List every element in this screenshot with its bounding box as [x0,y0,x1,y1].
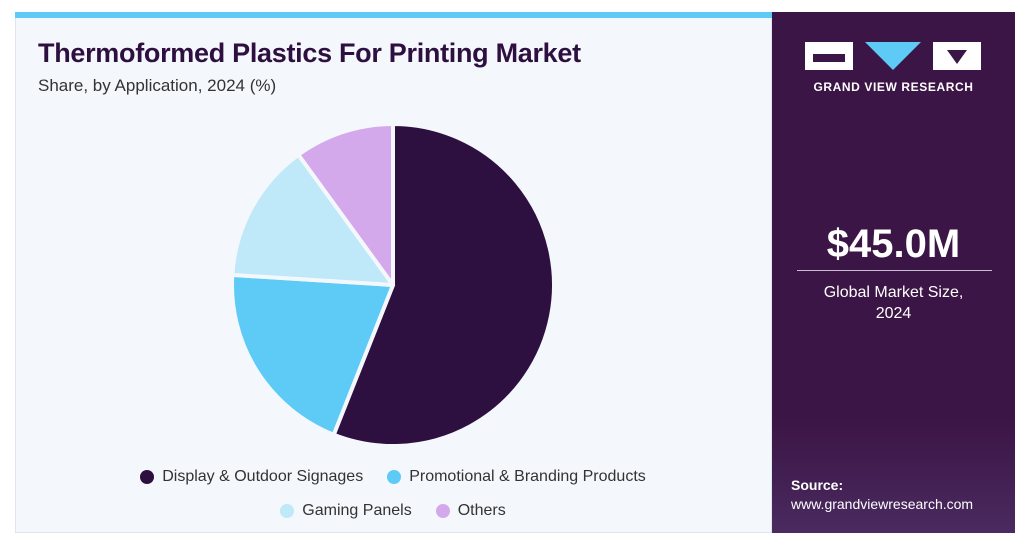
brand-name: GRAND VIEW RESEARCH [813,80,974,94]
legend-swatch [435,504,450,518]
accent-bar [15,12,772,18]
pie-slice [296,122,395,287]
pie-slice [331,122,556,448]
market-size-label: Global Market Size, 2024 [823,284,964,322]
sidebar [772,12,1015,533]
legend-swatch [387,470,402,484]
source-label: Source: [791,477,844,493]
legend-swatch [140,470,155,484]
legend-label: Display & Outdoor Signages [162,468,364,485]
market-size: $45.0M [826,222,961,266]
source-url: www.grandviewresearch.com [791,496,974,512]
pie-chart [230,122,556,448]
legend-item: Others [435,502,506,520]
logo [805,42,981,70]
pie-slice [230,152,395,287]
legend: Display & Outdoor Signages Promotional & … [93,468,693,520]
pie-slice [230,272,395,437]
legend-item: Display & Outdoor Signages [140,468,363,486]
legend-swatch [280,504,295,518]
legend-label: Others [457,502,506,519]
legend-label: Gaming Panels [302,502,412,519]
chart-title: Thermoformed Plastics For Printing Marke… [38,38,581,68]
legend-item: Gaming Panels [280,502,412,520]
legend-item: Promotional & Branding Products [387,468,646,486]
divider [797,270,992,271]
chart-subtitle: Share, by Application, 2024 (%) [38,76,277,95]
legend-label: Promotional & Branding Products [409,468,646,485]
